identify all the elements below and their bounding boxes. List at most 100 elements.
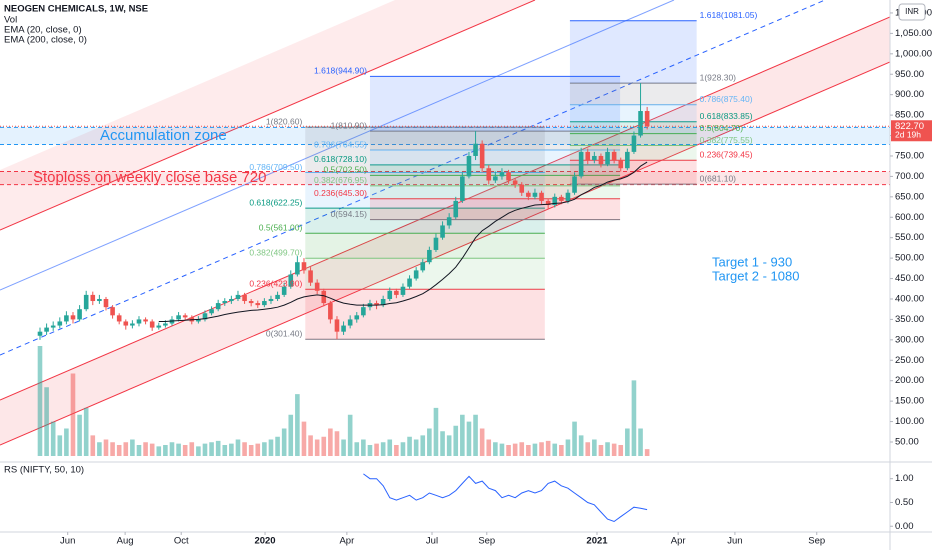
volume-bar [202, 443, 208, 456]
volume-bar [618, 445, 624, 456]
fib-label: 0.236(645.30) [314, 188, 367, 198]
candle-body [347, 319, 353, 326]
candle-body [433, 237, 439, 250]
volume-bar [288, 414, 294, 456]
candle-body [572, 176, 577, 193]
volume-bar [433, 407, 439, 456]
candle-body [466, 155, 472, 177]
zone-label: Stoploss on weekly close base 720 [33, 169, 266, 186]
channel-band [0, 17, 890, 445]
volume-bar [539, 442, 544, 456]
candle-body [328, 303, 333, 320]
volume-bar [328, 428, 333, 456]
rs-tick-label: 1.00 [895, 473, 914, 484]
y-tick-label: 1,000.00 [895, 48, 932, 59]
indicator: EMA (20, close, 0) [4, 25, 82, 36]
volume-bar [552, 443, 558, 456]
currency-box[interactable] [898, 3, 926, 21]
fib-label: 0(594.15) [331, 209, 368, 219]
fib-label: 0.5(804.70) [700, 123, 744, 133]
x-tick-label: Sep [478, 536, 495, 547]
candle-body [506, 172, 511, 181]
candle-body [413, 270, 419, 279]
volume-bar [427, 428, 432, 456]
candle-body [598, 155, 604, 165]
candle-body [229, 298, 234, 302]
volume-bar [605, 442, 610, 456]
volume-bar [301, 421, 307, 456]
volume-bar [361, 439, 366, 456]
volume-bar [499, 443, 505, 456]
volume-bar [189, 442, 195, 456]
volume-bar [625, 428, 630, 456]
candle-body [209, 309, 214, 314]
volume-bar [486, 439, 492, 456]
volume-bar [295, 394, 300, 456]
fib-label: 1.618(944.90) [314, 66, 367, 76]
volume-bar [532, 443, 538, 456]
volume-bar [176, 443, 181, 456]
candle-body [611, 151, 617, 161]
fib-band [369, 150, 621, 165]
volume-bar [255, 443, 261, 456]
x-tick-label: Apr [671, 536, 686, 547]
candle-body [77, 309, 82, 320]
volume-bar [400, 442, 406, 456]
x-tick-label: 2020 [254, 536, 275, 547]
fib-band [369, 164, 621, 176]
candle-body [565, 192, 571, 201]
rs-tick-label: 0.50 [895, 497, 914, 508]
y-tick-label: 350.00 [895, 314, 924, 325]
candle-body [301, 262, 307, 271]
volume-bar [578, 435, 584, 456]
candle-body [334, 319, 340, 332]
candle-body [248, 301, 254, 304]
volume-bar [110, 442, 115, 456]
y-tick-label: 750.00 [895, 150, 924, 161]
rs-tick-label: 0.00 [895, 521, 914, 532]
volume-bar [44, 387, 49, 456]
volume-bar [592, 439, 597, 456]
volume-bar [585, 442, 591, 456]
last-price-badge [891, 120, 932, 142]
x-tick-label: Oct [174, 536, 189, 547]
volume-bar [149, 443, 155, 456]
fib-band [569, 121, 697, 134]
candle-body [631, 135, 637, 152]
fib-label: 0.618(833.85) [700, 111, 753, 121]
candle-body [341, 325, 346, 332]
fib-band [305, 289, 545, 340]
fib-label: 0.5(702.50) [323, 165, 367, 175]
y-tick-label: 900.00 [895, 89, 924, 100]
fib-label: 0.786(709.50) [249, 162, 302, 172]
candles [37, 83, 650, 340]
fib-label: 1(820.60) [266, 116, 303, 126]
volume-bar [565, 439, 571, 456]
candle-body [295, 262, 300, 275]
volume-bar [611, 443, 617, 456]
candle-body [182, 315, 188, 318]
volume-bar [268, 439, 274, 456]
fib-band [369, 131, 621, 151]
fib-label: 0.618(622.25) [249, 197, 302, 207]
volume-bar [453, 425, 459, 456]
candle-body [473, 143, 478, 156]
candle-body [255, 303, 261, 306]
channel-center [0, 0, 826, 356]
candle-body [407, 278, 412, 287]
volume-bar [308, 435, 313, 456]
candle-body [70, 315, 76, 320]
volume-bar [123, 442, 129, 456]
x-tick-label: Jul [426, 536, 438, 547]
fib-label: 0.382(676.95) [314, 175, 367, 185]
volume-bar [235, 439, 241, 456]
volume-bar [64, 428, 69, 456]
currency[interactable]: INR [905, 7, 919, 16]
y-tick-label: 600.00 [895, 212, 924, 223]
candle-body [605, 151, 610, 165]
candle-body [592, 155, 597, 161]
fib-label: 1(928.30) [700, 72, 737, 82]
volume-bar [70, 373, 76, 456]
volume-bar [572, 421, 577, 456]
volume-bar [334, 431, 340, 456]
